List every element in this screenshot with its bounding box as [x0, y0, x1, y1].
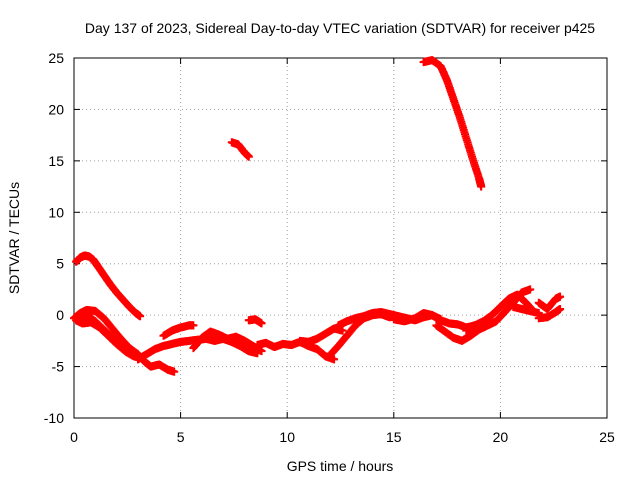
- x-tick-label: 25: [599, 429, 615, 445]
- data-point-marker: [136, 312, 145, 321]
- y-axis-label: SDTVAR / TECUs: [6, 182, 22, 294]
- data-point-marker: [338, 326, 347, 335]
- x-tick-label: 20: [493, 429, 509, 445]
- y-tick-label: 0: [56, 307, 64, 323]
- data-point-marker: [170, 367, 179, 376]
- data-point-marker: [556, 305, 565, 313]
- y-tick-label: 15: [48, 153, 64, 169]
- data-point-marker: [526, 285, 535, 294]
- y-tick-label: -10: [44, 410, 64, 426]
- x-tick-label: 0: [70, 429, 78, 445]
- data-point-marker: [244, 152, 253, 161]
- data-point-marker: [556, 292, 565, 301]
- data-point-marker: [477, 182, 486, 191]
- y-tick-label: 20: [48, 101, 64, 117]
- x-tick-label: 15: [386, 429, 402, 445]
- data-points: [70, 56, 565, 376]
- y-tick-label: -5: [52, 359, 65, 375]
- x-tick-label: 10: [279, 429, 295, 445]
- data-point-marker: [257, 319, 266, 328]
- y-tick-labels: -10 -5 0 5 10 15 20 25: [44, 50, 64, 426]
- chart-title: Day 137 of 2023, Sidereal Day-to-day VTE…: [85, 20, 595, 36]
- x-tick-label: 5: [177, 429, 185, 445]
- data-point-marker: [257, 347, 266, 356]
- y-tick-label: 10: [48, 204, 64, 220]
- data-point-marker: [330, 355, 339, 364]
- axis-ticks: [73, 57, 608, 419]
- x-axis-label: GPS time / hours: [287, 458, 394, 474]
- data-point-marker: [189, 321, 198, 330]
- y-tick-label: 5: [56, 256, 64, 272]
- y-tick-label: 25: [48, 50, 64, 66]
- plot-frame: [73, 57, 608, 419]
- x-tick-labels: 0 5 10 15 20 25: [70, 429, 615, 445]
